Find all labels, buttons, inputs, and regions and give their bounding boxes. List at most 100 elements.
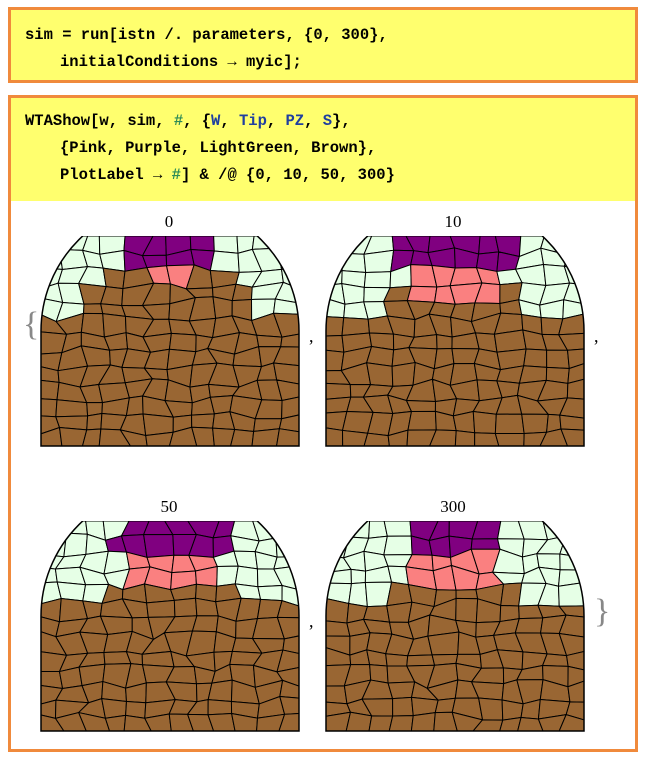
cell <box>326 349 345 372</box>
cell <box>229 428 255 446</box>
cell <box>494 432 525 446</box>
cell <box>125 395 144 417</box>
cell <box>558 605 584 618</box>
cell <box>567 679 584 703</box>
code-line: initialConditions → myic]; <box>60 53 302 71</box>
cell <box>368 715 394 731</box>
cell <box>186 713 215 731</box>
cell <box>501 699 524 721</box>
cell <box>405 399 436 413</box>
cell <box>406 654 436 667</box>
cell <box>567 362 584 385</box>
cell <box>452 410 476 434</box>
cell <box>562 299 584 320</box>
cell <box>471 521 502 540</box>
cell <box>326 382 352 400</box>
cell <box>191 426 216 446</box>
comma: , <box>309 326 314 346</box>
code-area-2[interactable]: WTAShow[w, sim, #, {W, Tip, PZ, S}, {Pin… <box>11 98 635 201</box>
cell <box>276 666 299 688</box>
meristem-plot-300 <box>325 521 585 732</box>
meristem-plot-0 <box>40 236 300 447</box>
meristem-plot-10 <box>325 236 585 447</box>
cell <box>278 413 299 433</box>
cell <box>386 601 413 623</box>
cell <box>387 681 416 700</box>
cell <box>558 614 584 638</box>
cell <box>83 303 104 315</box>
cell <box>276 599 299 619</box>
cell <box>275 521 299 539</box>
cell <box>279 695 299 715</box>
open-brace: { <box>23 306 40 343</box>
code-area-1[interactable]: sim = run[istn /. parameters, {0, 300}, … <box>11 10 635 80</box>
cell <box>428 429 457 446</box>
cell <box>542 521 567 541</box>
cell <box>98 428 133 446</box>
cell <box>77 711 111 731</box>
cell <box>102 267 126 290</box>
cell <box>230 712 259 731</box>
cell <box>280 333 299 348</box>
cell <box>326 620 351 637</box>
cell <box>256 334 283 348</box>
cell <box>213 236 239 254</box>
cell <box>272 298 299 315</box>
cell <box>41 236 67 257</box>
cell <box>538 428 570 446</box>
cell <box>363 271 392 289</box>
cell <box>566 378 584 400</box>
cell <box>478 697 504 721</box>
cell <box>383 535 413 556</box>
cell <box>255 713 286 731</box>
input-cell-1[interactable]: sim = run[istn /. parameters, {0, 300}, … <box>8 7 638 83</box>
plot-label: 0 <box>164 212 174 231</box>
cell <box>557 332 584 351</box>
cell <box>514 617 544 634</box>
cell <box>326 521 350 538</box>
cell <box>119 429 148 446</box>
cell <box>326 685 348 705</box>
cell <box>455 597 479 624</box>
cell <box>454 430 476 446</box>
cell <box>54 711 88 731</box>
code-line: PlotLabel → #] & /@ {0, 10, 50, 300} <box>60 166 395 184</box>
meristem-outline <box>325 236 585 447</box>
input-cell-2[interactable]: WTAShow[w, sim, #, {W, Tip, PZ, S}, {Pin… <box>8 95 638 752</box>
cell <box>558 397 584 419</box>
cell <box>209 250 240 273</box>
cell <box>345 711 373 731</box>
cell <box>500 582 523 607</box>
plot-label: 10 <box>444 212 462 231</box>
cell <box>541 653 569 667</box>
cell <box>272 346 299 367</box>
cell <box>498 716 522 731</box>
cell <box>366 362 394 387</box>
cell <box>275 428 299 446</box>
cell <box>428 535 452 559</box>
cell <box>212 296 233 319</box>
comma: , <box>309 611 314 631</box>
cell <box>168 713 195 731</box>
cell <box>58 521 88 535</box>
cell <box>406 285 438 303</box>
cell <box>58 426 88 446</box>
output-area: { } 0 10 50 300 , , , <box>11 208 635 749</box>
cell <box>212 427 236 446</box>
cell <box>143 713 173 731</box>
cell <box>326 267 343 287</box>
cell <box>191 413 215 429</box>
cell <box>558 581 584 607</box>
cell <box>348 581 368 608</box>
cell <box>362 432 391 446</box>
cell <box>385 653 409 667</box>
cell <box>272 312 299 338</box>
cell <box>207 679 233 702</box>
cell <box>41 521 68 542</box>
cell <box>387 429 409 446</box>
cell <box>207 712 237 731</box>
cell <box>455 589 479 600</box>
cell <box>251 428 280 446</box>
cell <box>326 711 352 731</box>
cell <box>191 615 219 633</box>
